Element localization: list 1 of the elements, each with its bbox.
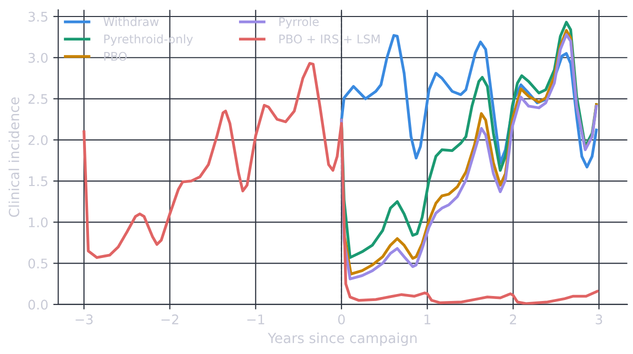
line-series: [82, 62, 599, 304]
